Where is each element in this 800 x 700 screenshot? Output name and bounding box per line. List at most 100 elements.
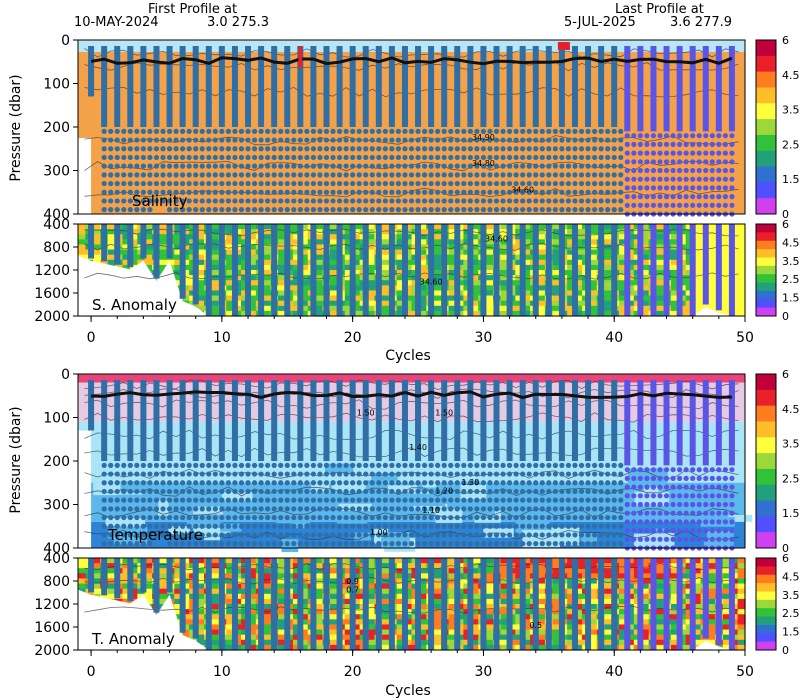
- profile-sample-point: [376, 514, 382, 521]
- profile-sample-point: [206, 532, 212, 538]
- profile-sample-point: [585, 480, 591, 486]
- profile-sample-point: [310, 180, 317, 187]
- profile-sample-point: [238, 198, 245, 204]
- first-profile-values: 3.0 275.3: [207, 15, 269, 30]
- profile-sample-point: [297, 189, 303, 195]
- anomaly-cell: [329, 270, 338, 276]
- profile-sample-point: [382, 506, 388, 512]
- profile-sample-point: [618, 128, 624, 134]
- anomaly-cell: [344, 619, 353, 626]
- anomaly-cell: [485, 300, 494, 307]
- profile-sample-point: [297, 146, 303, 152]
- anomaly-cell: [352, 305, 361, 312]
- profile-sample-point: [435, 462, 441, 468]
- profile-sample-point: [657, 176, 663, 182]
- profile-sample-point: [461, 180, 467, 187]
- anomaly-cell: [292, 619, 301, 626]
- profile-sample-point: [572, 523, 578, 529]
- anomaly-cell: [707, 558, 716, 564]
- profile-sample-point: [173, 541, 179, 547]
- anomaly-cell: [552, 275, 561, 281]
- profile-sample-point: [539, 198, 545, 204]
- anomaly-cell: [537, 583, 546, 590]
- profile-sample-point: [291, 497, 297, 503]
- contour-label: 1.00: [370, 528, 388, 537]
- profile-sample-point: [356, 506, 362, 512]
- profile-sample-point: [238, 154, 245, 161]
- profile-sample-point: [193, 154, 199, 161]
- profile-sample-point: [114, 128, 120, 134]
- profile-sample-point: [690, 536, 696, 542]
- anomaly-cell: [344, 310, 353, 317]
- profile-sample-point: [441, 137, 447, 143]
- anomaly-cell: [211, 244, 220, 251]
- anomaly-cell: [500, 609, 509, 615]
- anomaly-cell: [92, 249, 101, 256]
- profile-sample-point: [454, 532, 460, 538]
- profile-sample-point: [578, 514, 585, 521]
- profile-sample-point: [487, 128, 493, 134]
- profile-sample-point: [258, 488, 264, 495]
- profile-sample-point: [140, 462, 146, 468]
- profile-sample-point: [160, 514, 166, 521]
- anomaly-cell: [574, 604, 583, 610]
- profile-sample-point: [402, 462, 408, 468]
- profile-sample-point: [310, 523, 317, 529]
- profile-sample-point: [193, 497, 199, 503]
- profile-sample-point: [631, 202, 637, 208]
- profile-sample-point: [173, 462, 179, 468]
- profile-sample-point: [690, 519, 696, 525]
- anomaly-cell: [515, 270, 524, 276]
- panel-background: [78, 558, 746, 651]
- anomaly-cell: [300, 264, 309, 271]
- anomaly-cell: [367, 604, 376, 610]
- profile-sample-point: [677, 176, 683, 182]
- anomaly-cell: [515, 249, 524, 256]
- high-value-mark: [557, 42, 570, 50]
- profile-sample-point: [533, 128, 539, 134]
- profile-sample-point: [546, 532, 552, 538]
- profile-sample-point: [284, 480, 290, 486]
- profile-sample-point: [395, 189, 402, 195]
- profile-sample-point: [108, 180, 114, 187]
- anomaly-cell: [278, 285, 287, 292]
- profile-sample-point: [225, 488, 232, 495]
- anomaly-cell: [226, 593, 235, 600]
- profile-sample-point: [134, 128, 140, 134]
- anomaly-cell: [470, 295, 479, 302]
- profile-sample-point: [245, 172, 251, 178]
- anomaly-cell: [485, 224, 494, 230]
- anomaly-cell: [707, 578, 716, 585]
- profile-sample-point: [618, 471, 624, 477]
- anomaly-cell: [641, 310, 650, 317]
- anomaly-cell: [641, 254, 650, 261]
- profile-sample-point: [317, 207, 323, 213]
- profile-sample-point: [631, 185, 637, 191]
- profile-sample-point: [127, 172, 133, 178]
- profile-sample-point: [729, 528, 735, 534]
- profile-sample-point: [487, 154, 493, 161]
- profile-sample-point: [147, 497, 153, 503]
- profile-sample-point: [336, 172, 343, 178]
- anomaly-cell: [448, 588, 457, 595]
- anomaly-cell: [248, 249, 257, 256]
- profile-sample-point: [225, 471, 232, 477]
- anomaly-cell: [352, 609, 361, 615]
- profile-sample-point: [716, 159, 722, 165]
- profile-sample-point: [605, 154, 611, 161]
- profile-sample-point: [683, 133, 689, 139]
- profile-sample-point: [624, 176, 630, 182]
- profile-sample-point: [271, 523, 277, 529]
- profile-sample-point: [363, 154, 369, 161]
- profile-sample-point: [539, 523, 545, 529]
- profile-sample-point: [657, 467, 663, 473]
- profile-sample-point: [206, 189, 212, 195]
- profile-sample-point: [317, 480, 323, 486]
- anomaly-cell: [122, 239, 131, 246]
- anomaly-cell: [737, 229, 746, 235]
- temperature-panel: 1.50 1.501.401.301.201.101.00Temperature0…: [43, 367, 753, 557]
- anomaly-cell: [722, 234, 731, 240]
- anomaly-cell: [122, 588, 131, 595]
- y-tick-label: 0: [61, 33, 70, 49]
